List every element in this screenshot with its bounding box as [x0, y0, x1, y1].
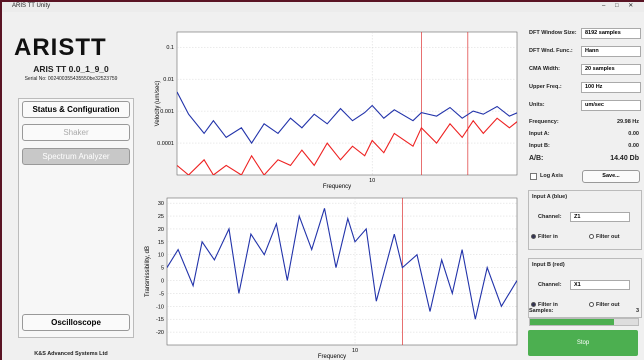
filter-in[interactable]: Filter in [538, 234, 558, 240]
readout-value: 0.00 [628, 131, 639, 137]
progress-fill [530, 319, 614, 325]
group-title: Input A (blue) [532, 194, 568, 200]
filter-in[interactable]: Filter in [538, 302, 558, 308]
y-tick-label: 5 [161, 266, 164, 272]
y-tick-label: -15 [156, 317, 164, 323]
readout-value: 14.40 Db [610, 155, 639, 162]
y-tick-label: 0 [161, 279, 164, 285]
field-label: DFT Window Size: [529, 30, 577, 36]
field-label: CMA Width: [529, 66, 560, 72]
sidebar: ARISTT ARIS TT 0.0_1_9_0 Serial No: 0024… [2, 12, 140, 360]
y-tick-label: 25 [158, 214, 164, 220]
radio[interactable] [531, 234, 536, 239]
y-tick-label: -20 [156, 330, 164, 336]
data-line [167, 208, 517, 320]
dropdown[interactable]: 8192 samples [581, 28, 641, 39]
serial: Serial No: 002400355435550be32523759 [24, 76, 118, 82]
plots: 0.1 0.01 0.001 0.0001 10 Frequency Velocity (u… [145, 31, 518, 360]
x-axis-label: Frequency [323, 184, 351, 190]
y-tick-label: -5 [159, 291, 164, 297]
y-tick-label: 10 [158, 253, 164, 259]
field-label: Units: [529, 102, 545, 108]
stop-button[interactable]: Stop [528, 330, 638, 356]
app: ARISTT ARIS TT 0.0_1_9_0 Serial No: 0024… [2, 12, 644, 360]
field-label: DFT Wnd. Func.: [529, 48, 573, 54]
radio[interactable] [589, 302, 594, 307]
channel-dropdown[interactable]: X1 [570, 280, 630, 290]
dropdown[interactable]: 100 Hz [581, 82, 641, 93]
group-box [528, 258, 642, 318]
plot-area [166, 197, 518, 346]
save-button[interactable]: Save... [582, 170, 640, 183]
y-tick-label: 30 [158, 201, 164, 207]
window-title: ARIS TT Unity [12, 3, 51, 9]
group-box [528, 190, 642, 250]
y-axis-label: Velocity (um/sec) [155, 81, 161, 127]
title-bar: ARIS TT Unity – □ ✕ [2, 2, 644, 12]
readout-label: Frequency: [529, 119, 559, 125]
data-line [177, 91, 517, 145]
channel-label: Channel: [538, 282, 562, 288]
y-tick-label: 0.1 [166, 45, 174, 51]
readout-label: A/B: [529, 155, 544, 162]
radio[interactable] [531, 302, 536, 307]
log-axis-label: Log Axis [540, 173, 564, 179]
y-tick-label: 0.01 [163, 77, 174, 83]
readout-label: Input B: [529, 143, 550, 149]
spectrum-button[interactable]: Spectrum Analyzer [22, 148, 130, 165]
y-tick-label: 15 [158, 240, 164, 246]
channel-dropdown[interactable]: Z1 [570, 212, 630, 222]
data-line [177, 117, 517, 175]
field-label: Upper Freq.: [529, 84, 562, 90]
status-button[interactable]: Status & Configuration [22, 101, 130, 118]
channel-label: Channel: [538, 214, 562, 220]
checkbox[interactable] [530, 173, 537, 180]
group-title: Input B (red) [532, 262, 565, 268]
dropdown[interactable]: um/sec [581, 100, 641, 111]
logo: ARISTT [14, 34, 107, 61]
samples-value: 3 [635, 308, 639, 314]
dropdown[interactable]: 20 samples [581, 64, 641, 75]
plot-area [176, 31, 518, 176]
settings: Stop DFT Window Size: 8192 samples DFT Wnd… [524, 12, 644, 360]
readout-value: 0.00 [628, 143, 639, 149]
x-tick-label: 10 [369, 178, 375, 184]
y-tick-label: 0.001 [160, 109, 174, 115]
window-controls[interactable]: – □ ✕ [602, 3, 638, 9]
oscilloscope-button[interactable]: Oscilloscope [22, 314, 130, 331]
dropdown[interactable]: Hann [581, 46, 641, 57]
footer: K&S Advanced Systems Ltd [34, 351, 108, 357]
samples-label: Samples: [529, 308, 554, 314]
filter-out[interactable]: Filter out [596, 234, 620, 240]
shaker-button[interactable]: Shaker [22, 124, 130, 141]
y-axis-label: Transmissibility, dB [145, 246, 151, 297]
y-tick-label: 0.0001 [157, 141, 174, 147]
readout-value: 29.98 Hz [616, 119, 639, 125]
y-tick-label: 20 [158, 227, 164, 233]
x-axis-label: Frequency [318, 354, 346, 360]
y-tick-label: -10 [156, 304, 164, 310]
filter-out[interactable]: Filter out [596, 302, 620, 308]
radio[interactable] [589, 234, 594, 239]
x-tick-label: 10 [352, 348, 358, 354]
readout-label: Input A: [529, 131, 550, 137]
version: ARIS TT 0.0_1_9_0 [33, 64, 109, 74]
